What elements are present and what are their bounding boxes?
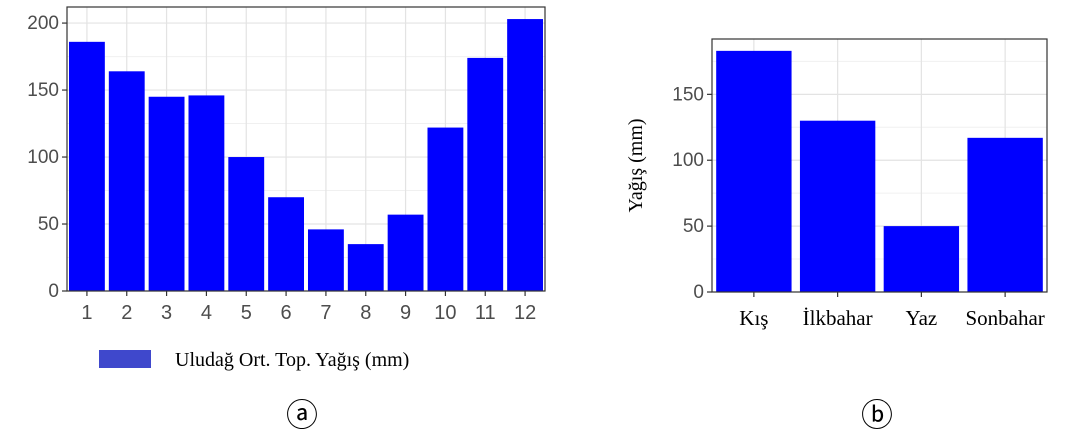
y-tick-label: 0: [693, 282, 704, 303]
x-tick-label: 8: [360, 302, 371, 324]
x-tick-label: 5: [241, 302, 252, 324]
y-tick-label: 50: [683, 216, 704, 237]
x-tick-label: 4: [201, 302, 212, 324]
x-tick-label: Yaz: [906, 306, 938, 330]
y-tick-label: 150: [27, 80, 59, 101]
bar: [967, 137, 1043, 292]
x-tick-label: 7: [320, 302, 331, 324]
x-tick-label: 2: [121, 302, 132, 324]
bar: [467, 57, 504, 292]
y-tick-label: 150: [672, 84, 704, 105]
bar: [68, 41, 105, 292]
x-tick-label: 1: [81, 302, 92, 324]
y-tick-label: 50: [38, 214, 59, 235]
plot-border: [711, 38, 1048, 293]
x-tick-label: İlkbahar: [803, 306, 873, 330]
y-axis-label: Yağış (mm): [625, 118, 647, 212]
y-tick-label: 100: [27, 147, 59, 168]
x-tick-label: 10: [434, 302, 456, 324]
bar: [307, 229, 344, 291]
x-tick-label: 11: [475, 302, 496, 324]
bar: [347, 244, 384, 291]
bar: [268, 197, 305, 291]
x-tick-label: Kış: [739, 306, 768, 330]
y-tick-label: 200: [27, 13, 59, 34]
y-tick-label: 0: [48, 281, 59, 302]
x-tick-label: 12: [514, 302, 536, 324]
bar: [228, 157, 265, 291]
x-tick-label: 9: [400, 302, 411, 324]
x-tick-label: 6: [281, 302, 292, 324]
bar: [148, 96, 185, 291]
plot-border: [66, 6, 546, 292]
legend-swatch: [99, 350, 151, 368]
panel-label-b: ⓑ: [861, 397, 893, 433]
bar: [427, 127, 464, 291]
bar: [883, 226, 960, 292]
x-tick-label: 3: [161, 302, 172, 324]
bar: [716, 50, 792, 292]
legend-label: Uludağ Ort. Top. Yağış (mm): [175, 349, 409, 371]
panel-label-a: ⓐ: [286, 397, 318, 433]
chart-b: 0 50 100 150 Kış İlkbahar Yaz Sonbahar Yağış (mm…: [625, 38, 1048, 330]
bar: [799, 120, 876, 293]
bar: [108, 71, 145, 292]
x-tick-label: Sonbahar: [965, 306, 1044, 330]
bar: [188, 95, 225, 291]
bar: [507, 19, 544, 291]
plot-area: [67, 7, 545, 291]
legend-a: Uludağ Ort. Top. Yağış (mm): [99, 349, 409, 371]
bar: [387, 214, 424, 291]
y-tick-label: 100: [672, 150, 704, 171]
